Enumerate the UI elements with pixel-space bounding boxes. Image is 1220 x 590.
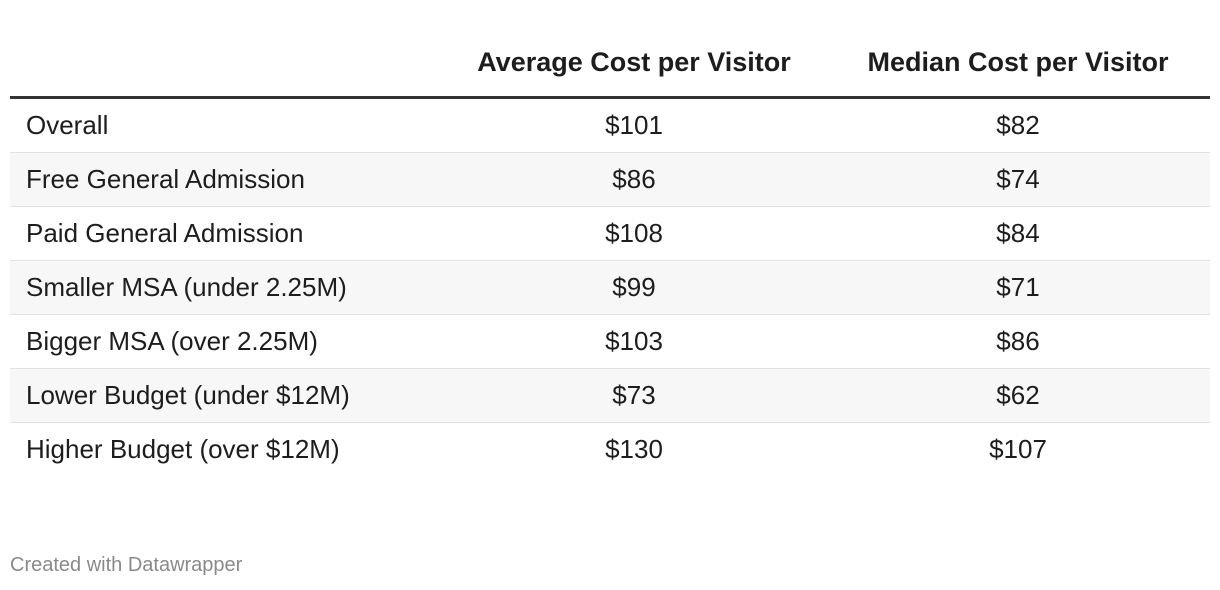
table-row: Overall $101 $82 [10, 97, 1210, 153]
data-table: Average Cost per Visitor Median Cost per… [10, 40, 1210, 476]
table-row: Smaller MSA (under 2.25M) $99 $71 [10, 260, 1210, 315]
median-cost-cell: $86 [826, 314, 1210, 369]
table-header-row: Average Cost per Visitor Median Cost per… [10, 40, 1210, 99]
table-row: Lower Budget (under $12M) $73 $62 [10, 368, 1210, 423]
row-label: Lower Budget (under $12M) [10, 368, 442, 423]
average-cost-cell: $130 [605, 434, 663, 464]
table-row: Bigger MSA (over 2.25M) $103 $86 [10, 314, 1210, 369]
column-header-median: Median Cost per Visitor [826, 40, 1210, 99]
column-header-average: Average Cost per Visitor [442, 40, 826, 99]
table-row: Free General Admission $86 $74 [10, 152, 1210, 207]
row-label: Overall [10, 97, 442, 153]
row-label: Higher Budget (over $12M) [26, 434, 340, 464]
column-header-category [10, 40, 442, 99]
median-cost-cell: $82 [826, 97, 1210, 153]
average-cost-cell: $103 [442, 314, 826, 369]
table-row: Paid General Admission $108 $84 [10, 206, 1210, 261]
average-cost-cell: $86 [442, 152, 826, 207]
median-cost-cell: $62 [826, 368, 1210, 423]
datawrapper-credit: Created with Datawrapper [10, 554, 243, 576]
row-label: Bigger MSA (over 2.25M) [10, 314, 442, 369]
average-cost-cell: $99 [442, 260, 826, 315]
median-cost-cell: $84 [826, 206, 1210, 261]
median-cost-cell: $107 [989, 434, 1047, 464]
row-label: Paid General Admission [10, 206, 442, 261]
average-cost-cell: $73 [442, 368, 826, 423]
row-label: Free General Admission [10, 152, 442, 207]
median-cost-cell: $74 [826, 152, 1210, 207]
table-row: Higher Budget (over $12M) $130 $107 [10, 423, 1210, 477]
average-cost-cell: $101 [442, 97, 826, 153]
average-cost-cell: $108 [442, 206, 826, 261]
median-cost-cell: $71 [826, 260, 1210, 315]
row-label: Smaller MSA (under 2.25M) [10, 260, 442, 315]
